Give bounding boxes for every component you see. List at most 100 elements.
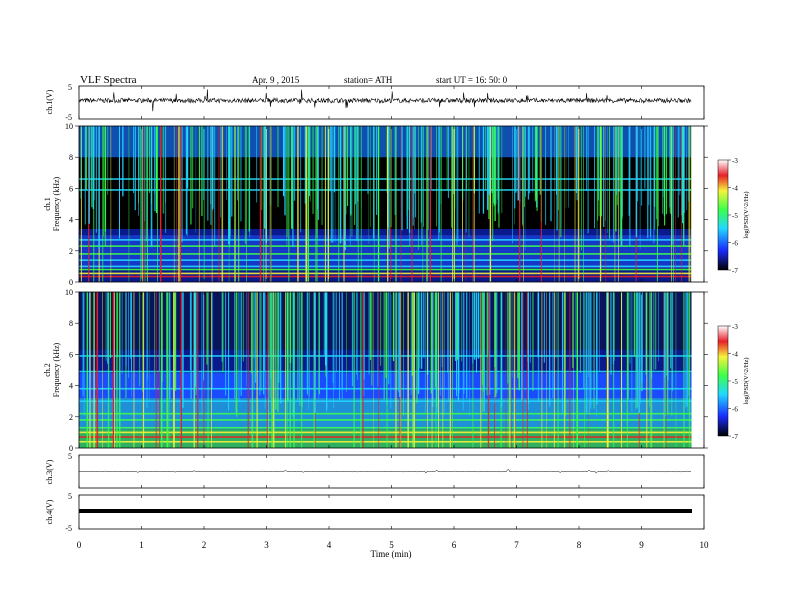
spec-sferic-streak bbox=[536, 126, 538, 211]
spec-sferic-streak bbox=[146, 292, 148, 380]
spec-sferic-streak bbox=[387, 126, 389, 282]
spec-sferic-streak bbox=[330, 126, 332, 243]
spec-sferic-streak bbox=[584, 292, 586, 448]
spec-sferic-streak bbox=[605, 126, 607, 282]
spec-sferic-streak bbox=[618, 126, 619, 282]
spec-ytick-label: 10 bbox=[65, 288, 73, 297]
spec-sferic-streak bbox=[299, 292, 301, 406]
spec-sferic-streak bbox=[345, 126, 347, 215]
spec-sferic-streak bbox=[212, 126, 214, 209]
spec-sferic-streak bbox=[596, 126, 598, 241]
spec-sferic-streak bbox=[162, 126, 165, 214]
spec-sferic-streak bbox=[390, 126, 392, 227]
spec-sferic-streak bbox=[540, 126, 542, 222]
spec-sferic-streak bbox=[240, 292, 242, 396]
spec-sferic-streak bbox=[146, 126, 147, 242]
spec-ytick-label: 6 bbox=[69, 184, 73, 193]
spec-sferic-streak bbox=[119, 292, 121, 448]
ch1-ytick-top: 5 bbox=[68, 83, 72, 92]
spec-sferic-streak bbox=[289, 292, 291, 448]
spec-sferic-streak bbox=[139, 292, 141, 387]
spec-sferic-streak bbox=[280, 292, 282, 404]
spec-sferic-streak bbox=[677, 126, 679, 218]
spec-sferic-streak bbox=[473, 126, 475, 282]
spec-sferic-streak bbox=[637, 126, 639, 202]
spec-sferic-streak bbox=[144, 126, 146, 282]
spec-sferic-streak bbox=[131, 292, 132, 372]
spec-sferic-streak bbox=[211, 292, 212, 448]
spec-sferic-streak bbox=[149, 126, 150, 193]
spec-sferic-streak bbox=[376, 126, 378, 215]
spec-sferic-streak bbox=[323, 292, 325, 356]
spec-sferic-streak bbox=[180, 292, 182, 448]
spec-sferic-streak bbox=[421, 126, 423, 245]
spec-sferic-streak bbox=[105, 292, 107, 361]
spec-sferic-streak bbox=[252, 292, 254, 448]
spec-sferic-streak bbox=[234, 292, 235, 399]
spec-sferic-streak bbox=[334, 292, 336, 389]
spec-sferic-streak bbox=[96, 292, 98, 448]
spec-sferic-streak bbox=[463, 292, 465, 394]
ch2-spectrogram-image bbox=[79, 292, 692, 448]
spec-sferic-streak bbox=[541, 292, 543, 448]
spec-sferic-streak bbox=[356, 292, 357, 375]
spec-sferic-streak bbox=[446, 126, 448, 191]
spec-sferic-streak bbox=[378, 292, 380, 448]
spec-sferic-streak bbox=[304, 126, 306, 204]
spec-sferic-streak bbox=[478, 292, 480, 359]
spec-sferic-streak bbox=[266, 292, 268, 448]
spec-sferic-streak bbox=[606, 292, 608, 448]
spec-sferic-streak bbox=[134, 126, 136, 211]
spec-sferic-streak bbox=[125, 292, 127, 367]
spec-sferic-streak bbox=[477, 292, 478, 359]
spec-sferic-streak bbox=[656, 126, 658, 220]
spec-sferic-streak bbox=[686, 126, 688, 211]
spec-sferic-streak bbox=[690, 126, 692, 282]
colorbar-tick-label: -7 bbox=[732, 267, 738, 275]
spec-sferic-streak bbox=[667, 292, 669, 415]
spec-sferic-streak bbox=[671, 126, 673, 245]
spec-sferic-streak bbox=[419, 292, 421, 369]
spec-sferic-streak bbox=[309, 126, 311, 202]
figure-title: VLF Spectra bbox=[80, 74, 137, 86]
spec-sferic-streak bbox=[287, 292, 289, 401]
x-tick-label: 5 bbox=[389, 540, 394, 550]
spec-sferic-streak bbox=[651, 292, 653, 448]
spec-sferic-streak bbox=[218, 126, 220, 282]
colorbar-tick-label: -5 bbox=[732, 212, 738, 220]
spec-ytick-label: 4 bbox=[69, 382, 73, 391]
spec-sferic-streak bbox=[360, 126, 362, 282]
spec-ytick-label: 4 bbox=[69, 216, 73, 225]
spec-sferic-streak bbox=[687, 292, 689, 412]
spec-sferic-streak bbox=[650, 292, 652, 379]
spec-sferic-streak bbox=[598, 126, 600, 217]
ch2-spec-ylabel-freq: Frequency (kHz) bbox=[52, 342, 61, 397]
spec-sferic-streak bbox=[688, 292, 690, 410]
spec-sferic-streak bbox=[557, 292, 559, 448]
spec-sferic-streak bbox=[596, 292, 598, 405]
spec-sferic-streak bbox=[104, 126, 106, 232]
time-x-axis: 0 1 2 3 4 5 6 7 8 9 10 bbox=[77, 86, 709, 550]
spec-sferic-streak bbox=[203, 292, 204, 381]
spec-sferic-streak bbox=[545, 126, 547, 225]
spec-sferic-streak bbox=[346, 292, 347, 392]
spec-sferic-streak bbox=[564, 126, 565, 282]
spec-sferic-streak bbox=[491, 126, 493, 194]
spec-sferic-streak bbox=[225, 292, 227, 396]
spec-sferic-streak bbox=[161, 292, 163, 382]
spec-sferic-streak bbox=[300, 126, 302, 233]
x-axis-label: Time (min) bbox=[371, 549, 412, 559]
spec-sferic-streak bbox=[398, 292, 400, 393]
spec-sferic-streak bbox=[653, 292, 655, 371]
panel-ch1-waveform: 5 -5 ch.1(V) bbox=[45, 83, 705, 122]
spec-sferic-streak bbox=[383, 292, 385, 400]
spec-harmonic-line bbox=[79, 426, 692, 429]
spec-sferic-streak bbox=[329, 126, 331, 192]
spec-sferic-streak bbox=[190, 292, 192, 399]
x-tick-label: 2 bbox=[202, 540, 207, 550]
spec-sferic-streak bbox=[368, 292, 370, 375]
spec-sferic-streak bbox=[388, 126, 390, 249]
spec-sferic-streak bbox=[332, 126, 334, 243]
spec-sferic-streak bbox=[556, 126, 557, 195]
spec-sferic-streak bbox=[648, 126, 650, 206]
